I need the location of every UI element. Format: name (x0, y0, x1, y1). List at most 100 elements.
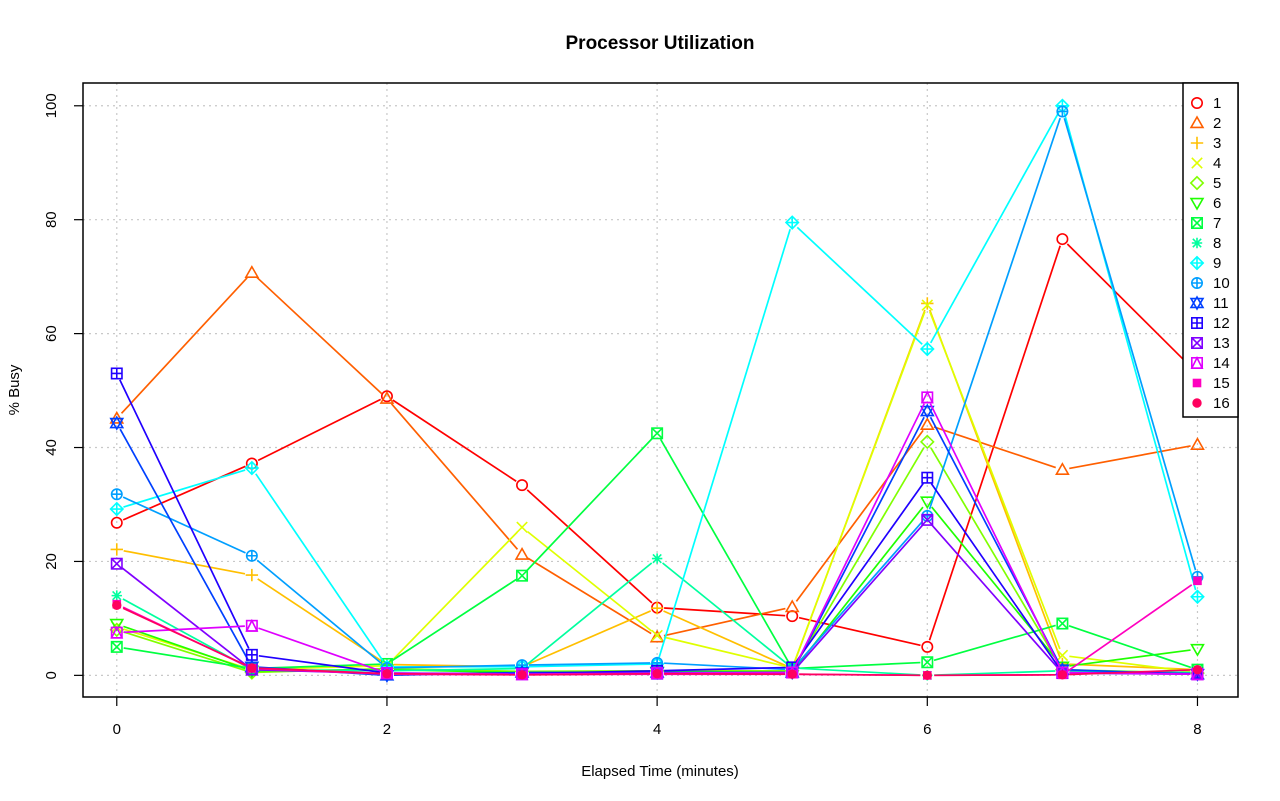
series-4-segment (1069, 655, 1191, 673)
legend-marker-15 (1192, 378, 1202, 388)
series-16-point (517, 670, 527, 680)
legend-label-9: 9 (1213, 255, 1221, 272)
y-tick-label: 80 (43, 211, 60, 228)
legend-marker-10 (1191, 276, 1204, 289)
series-7-point (110, 640, 123, 653)
series-7-segment (659, 438, 790, 663)
series-16-segment (122, 607, 246, 666)
series-9-segment (529, 663, 651, 668)
series-3-point (245, 568, 259, 582)
series-14-point (245, 618, 259, 632)
series-6-segment (123, 625, 246, 670)
series-13-segment (121, 567, 247, 667)
legend-marker-3 (1190, 136, 1204, 150)
series-14-point (920, 390, 934, 404)
series-11-point (109, 415, 125, 431)
series-2-segment (256, 276, 383, 395)
legend-label-13: 13 (1213, 335, 1230, 352)
series-5-point (919, 434, 935, 450)
series-1-segment (664, 607, 786, 617)
series-9-point (1190, 589, 1205, 605)
chart-title: Processor Utilization (566, 33, 755, 54)
legend-marker-13 (1191, 336, 1204, 349)
series-7-point (651, 427, 664, 440)
series-2-point (514, 547, 530, 560)
series-11-segment (794, 416, 925, 667)
series-4-point (1056, 649, 1069, 662)
legend-marker-4 (1191, 157, 1203, 169)
series-7-segment (123, 647, 246, 669)
series-12-point (921, 471, 934, 484)
legend-label-12: 12 (1213, 315, 1230, 332)
legend-marker-8 (1191, 237, 1203, 249)
series-6-point (109, 618, 125, 632)
series-12-segment (529, 670, 651, 675)
series-13-segment (931, 524, 1059, 669)
series-15-segment (1067, 584, 1193, 672)
series-16-point (382, 668, 392, 679)
series-3-segment (528, 610, 652, 665)
series-16-segment (664, 672, 786, 676)
series-7-segment (258, 663, 380, 670)
legend-label-10: 10 (1213, 275, 1230, 292)
x-axis: 0 2 4 6 8 (113, 696, 1202, 738)
series-14-point (110, 625, 124, 639)
series-9-segment (929, 111, 1060, 344)
series-4-segment (391, 531, 518, 662)
series-2-segment (1069, 445, 1191, 470)
series-13-segment (796, 524, 924, 668)
x-tick-label: 8 (1193, 721, 1201, 738)
series-8-segment (662, 562, 788, 665)
series-2 (109, 265, 1205, 643)
legend-marker-2 (1189, 115, 1205, 129)
legend-marker-1 (1191, 97, 1204, 110)
series-10-segment (122, 496, 246, 554)
series-11-point (919, 403, 935, 419)
series-2-point (784, 599, 800, 613)
series-12-point (110, 367, 123, 380)
series-9-segment (255, 473, 384, 662)
series-14-segment (123, 625, 245, 634)
series-13-point (921, 513, 934, 526)
series-4-segment (793, 311, 926, 662)
series-3-point (921, 297, 934, 310)
series-8-segment (799, 667, 921, 676)
series-7-segment (526, 437, 653, 572)
series-14-segment (929, 403, 1061, 667)
series-5-segment (930, 447, 1060, 665)
y-tick-label: 40 (43, 439, 60, 456)
legend-label-1: 1 (1213, 95, 1221, 112)
series-2-point (1055, 462, 1070, 476)
series-16-point (112, 600, 122, 610)
legend-label-4: 4 (1213, 155, 1221, 172)
series-7-point (1056, 617, 1069, 630)
series-2-point (379, 390, 395, 404)
series-8-point (651, 553, 663, 564)
series-2-segment (527, 557, 652, 635)
series-10-point (110, 488, 123, 501)
series-7-point (516, 569, 529, 582)
series-16-segment (258, 667, 380, 675)
y-tick-label: 60 (43, 325, 60, 342)
series-15-point (1193, 576, 1202, 586)
series-16-point (787, 669, 797, 679)
series-9-point (919, 341, 935, 357)
series-1-point (1056, 233, 1069, 246)
series-16-segment (934, 673, 1056, 677)
series-2-segment (663, 607, 786, 637)
series-2-point (244, 265, 260, 278)
series-4-point (516, 521, 528, 534)
series-16-segment (529, 672, 651, 676)
series-2-point (919, 417, 935, 431)
series-16-point (1192, 664, 1203, 675)
legend-label-3: 3 (1213, 135, 1221, 152)
series-16-segment (1069, 669, 1191, 676)
series-4-segment (929, 311, 1061, 650)
series-6-point (919, 496, 935, 510)
legend-marker-9 (1189, 255, 1205, 271)
legend-label-8: 8 (1213, 235, 1221, 252)
series-2-segment (390, 403, 519, 550)
legend-marker-11 (1189, 295, 1205, 311)
series-7-segment (933, 624, 1056, 662)
series-16-segment (393, 672, 516, 676)
